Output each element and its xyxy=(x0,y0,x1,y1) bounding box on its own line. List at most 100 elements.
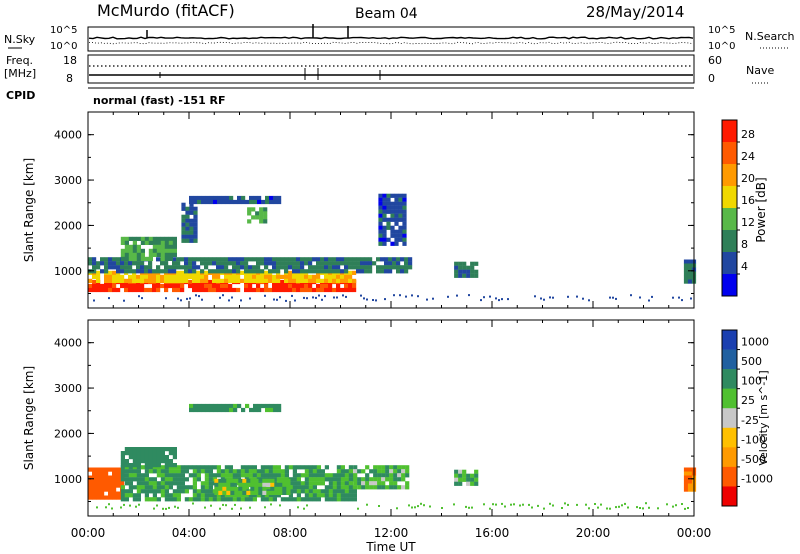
echo-cell xyxy=(352,278,357,283)
echo-cell xyxy=(417,505,419,508)
echo-cell xyxy=(172,278,177,283)
velocity-echo-cells xyxy=(88,403,697,510)
echo-cell xyxy=(116,265,121,270)
echo-cell xyxy=(196,265,201,270)
echo-cell xyxy=(132,465,137,470)
velocity-colorbar-label: Velocity [m s^-1] xyxy=(757,370,770,465)
echo-cell xyxy=(340,269,345,274)
echo-cell xyxy=(320,469,325,474)
echo-cell xyxy=(220,287,225,293)
echo-cell xyxy=(332,265,337,270)
echo-cell xyxy=(510,503,512,506)
nave-tick-bottom: 0 xyxy=(708,72,715,85)
velocity-colorbar-bin xyxy=(722,427,737,448)
echo-cell xyxy=(344,469,349,474)
echo-cell xyxy=(152,252,157,257)
echo-cell xyxy=(378,221,383,226)
echo-cell xyxy=(308,493,313,498)
echo-cell xyxy=(266,490,271,495)
echo-cell xyxy=(148,497,153,502)
echo-cell xyxy=(168,485,173,490)
echo-cell xyxy=(256,257,261,262)
echo-cell xyxy=(168,465,173,470)
echo-cell xyxy=(369,485,374,490)
echo-cell xyxy=(124,269,129,274)
echo-cell xyxy=(320,489,325,494)
echo-cell xyxy=(549,296,551,299)
echo-cell xyxy=(373,485,378,490)
echo-cell xyxy=(381,485,386,490)
echo-cell xyxy=(220,283,225,289)
echo-cell xyxy=(104,483,109,488)
echo-cell xyxy=(156,473,161,478)
echo-cell xyxy=(382,225,387,230)
echo-cell xyxy=(272,265,277,270)
echo-cell xyxy=(420,502,422,505)
echo-cell xyxy=(394,193,399,198)
echo-cell xyxy=(124,248,129,253)
echo-cell xyxy=(344,287,349,293)
echo-cell xyxy=(120,497,125,502)
echo-cell xyxy=(564,502,566,505)
echo-cell xyxy=(248,493,253,498)
echo-cell xyxy=(263,219,268,224)
echo-cell xyxy=(92,483,97,488)
echo-cell xyxy=(348,485,353,490)
echo-cell xyxy=(398,209,403,214)
echo-cell xyxy=(96,467,101,472)
echo-cell xyxy=(687,267,693,272)
echo-cell xyxy=(356,261,361,266)
echo-cell xyxy=(458,261,463,266)
echo-cell xyxy=(152,455,157,460)
echo-cell xyxy=(474,469,479,474)
echo-cell xyxy=(164,459,169,464)
echo-cell xyxy=(401,477,406,482)
echo-cell xyxy=(308,485,313,490)
echo-cell xyxy=(108,274,113,279)
echo-cell xyxy=(357,469,362,474)
echo-cell xyxy=(196,283,201,289)
echo-cell xyxy=(348,257,353,262)
echo-cell xyxy=(156,497,161,502)
echo-cell xyxy=(348,278,353,283)
echo-cell xyxy=(405,485,410,490)
echo-cell xyxy=(164,473,169,478)
echo-cell xyxy=(229,199,234,205)
echo-cell xyxy=(378,209,383,214)
echo-cell xyxy=(296,278,301,283)
echo-cell xyxy=(88,257,93,262)
echo-cell xyxy=(224,469,229,474)
echo-cell xyxy=(192,502,194,505)
echo-cell xyxy=(312,278,317,283)
power-colorbar-tick-label: 24 xyxy=(741,150,755,163)
nsky-strip-frame xyxy=(87,26,695,52)
echo-cell xyxy=(164,274,169,279)
echo-cell xyxy=(308,257,313,262)
echo-cell xyxy=(92,257,97,262)
echo-cell xyxy=(104,257,109,262)
echo-cell xyxy=(140,455,145,460)
echo-cell xyxy=(236,497,241,502)
nsearch-tick-bottom: 10^0 xyxy=(708,41,735,52)
echo-cell xyxy=(397,469,402,474)
echo-cell xyxy=(240,493,245,498)
echo-cell xyxy=(292,481,297,486)
echo-cell xyxy=(128,248,133,253)
echo-cell xyxy=(184,278,189,283)
echo-cell xyxy=(426,298,428,301)
echo-cell xyxy=(386,221,391,226)
echo-cell xyxy=(344,265,349,270)
echo-cell xyxy=(344,269,349,274)
echo-cell xyxy=(288,270,293,275)
echo-cell xyxy=(364,265,369,270)
echo-cell xyxy=(296,489,301,494)
echo-cell xyxy=(156,485,161,490)
echo-cell xyxy=(264,257,269,262)
echo-cell xyxy=(100,479,105,484)
echo-cell xyxy=(340,261,345,266)
echo-cell xyxy=(240,265,245,270)
echo-cell xyxy=(156,265,161,270)
echo-cell xyxy=(168,497,173,502)
echo-cell xyxy=(208,465,213,470)
echo-cell xyxy=(192,481,197,486)
